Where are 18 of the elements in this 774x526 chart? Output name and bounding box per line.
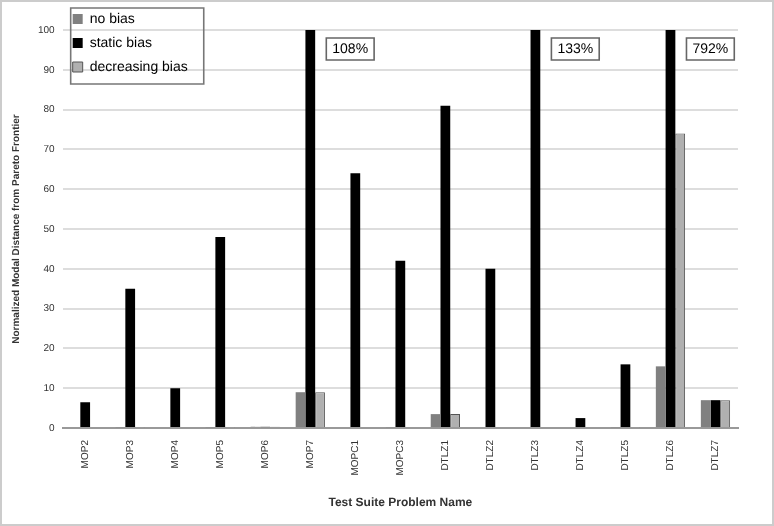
- bar: [710, 400, 721, 428]
- bar: [430, 414, 441, 428]
- bar: [215, 236, 226, 428]
- bar: [295, 392, 306, 428]
- bar: [305, 30, 316, 428]
- bar: [80, 402, 91, 428]
- bar: [700, 400, 711, 428]
- bar: [170, 388, 181, 428]
- bar: [350, 173, 361, 428]
- bar: [575, 418, 586, 428]
- bar: [655, 366, 666, 428]
- bar: [485, 268, 496, 428]
- bar: [125, 288, 136, 428]
- bar: [395, 260, 406, 428]
- bar: [440, 105, 451, 428]
- bar: [620, 364, 631, 428]
- bar: [530, 30, 541, 428]
- bar: [665, 30, 676, 428]
